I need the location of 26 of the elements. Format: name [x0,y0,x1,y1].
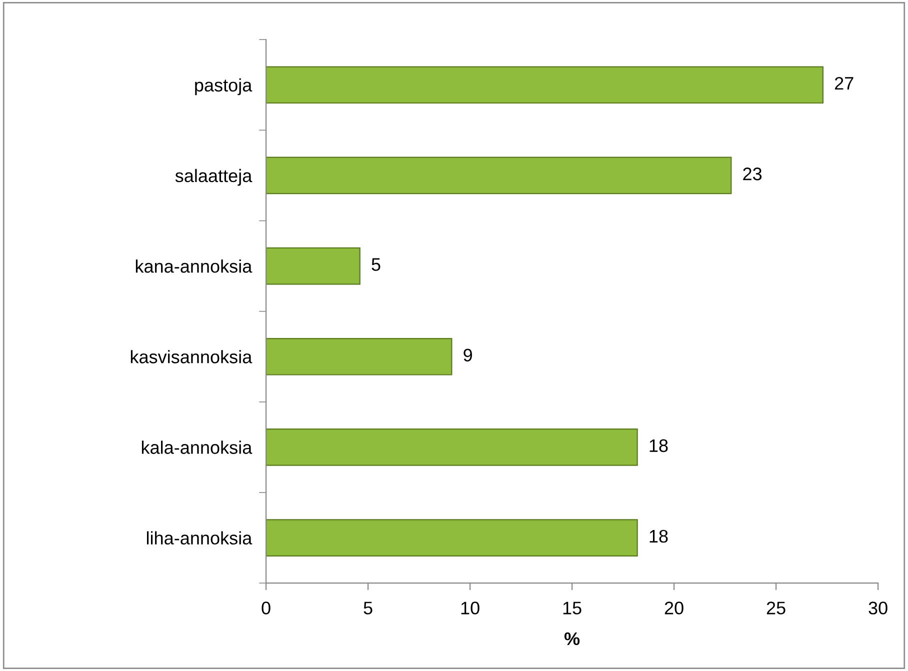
x-tick-label: 20 [664,602,684,614]
x-tick-label: 25 [766,602,786,614]
data-label: 27 [834,76,854,90]
data-label: 23 [743,168,762,180]
data-label: 18 [650,530,668,543]
bar [266,338,452,376]
y-tick-label: pastoja [195,78,252,96]
y-tick-label: kala-annoksia [142,440,252,454]
y-tick-label: liha-annoksia [146,531,252,545]
x-tick-label: 10 [461,602,480,614]
y-tick-label: kasvisannoksia [130,350,252,364]
data-label: 9 [464,348,472,362]
bar [266,156,732,194]
y-tick-label: salaatteja [175,168,252,186]
y-tick-label: kana-annoksia [136,260,252,273]
x-tick-label: 15 [563,602,582,614]
bar [266,519,638,556]
data-label: 5 [372,258,380,271]
bar [266,428,638,466]
x-axis-title: % [564,632,580,646]
x-tick-label: 30 [868,602,888,614]
bar [266,247,360,285]
x-tick-label: 0 [262,602,270,614]
data-label: 18 [650,439,668,452]
bar [266,66,824,104]
x-tick-label: 5 [364,602,372,614]
